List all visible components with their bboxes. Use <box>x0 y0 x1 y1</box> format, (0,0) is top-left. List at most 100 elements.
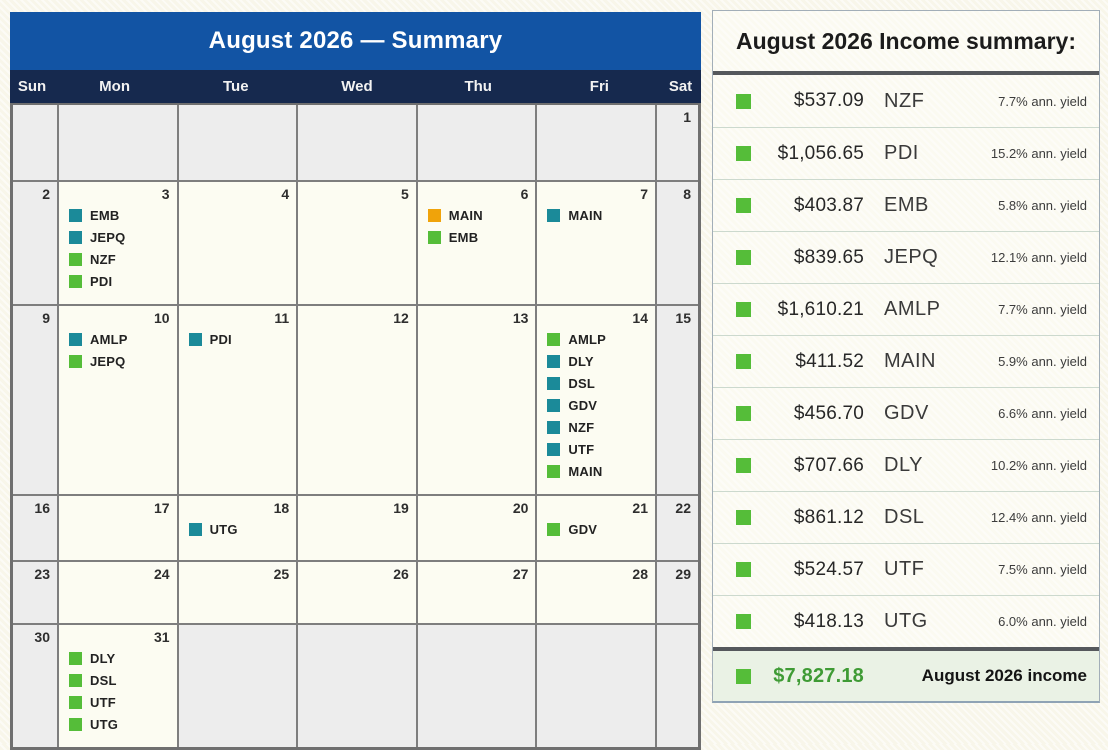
calendar-day-cell-9: 9 <box>13 306 57 494</box>
day-number: 5 <box>401 186 409 202</box>
calendar-day-cell-1: 1 <box>656 105 698 180</box>
income-amount: $411.52 <box>795 350 864 372</box>
day-number: 11 <box>274 310 290 326</box>
summary-total-divider <box>713 647 1099 651</box>
event-ticker-label: EMB <box>448 230 479 245</box>
event-color-swatch-icon <box>547 333 561 346</box>
income-color-swatch-icon <box>736 458 751 473</box>
calendar-week-row: 1 <box>13 105 698 180</box>
calendar-day-cell-empty <box>13 105 57 180</box>
income-row-nzf: $537.09 NZF 7.7% ann. yield <box>713 75 1099 127</box>
income-color-swatch-icon <box>736 302 751 317</box>
calendar-day-cell-empty <box>298 625 416 747</box>
event-color-swatch-icon <box>69 209 82 222</box>
income-row-main: $411.52 MAIN 5.9% ann. yield <box>713 335 1099 387</box>
calendar-day-cell-16: 16 <box>13 496 57 560</box>
calendar-week-row: 2 3 EMB JEPQ NZF PDI 4 5 6 MAIN EMB 7 MAIN 8 <box>13 182 698 304</box>
day-number: 2 <box>42 186 50 202</box>
event-ticker-label: UTG <box>90 717 119 732</box>
income-color-swatch-icon <box>736 562 751 577</box>
day-number: 13 <box>512 310 529 326</box>
calendar-day-cell-21: 21 GDV <box>537 496 655 560</box>
calendar-event-amlp: AMLP <box>547 332 650 347</box>
income-ticker: MAIN <box>884 350 936 372</box>
event-color-swatch-icon <box>69 355 82 368</box>
income-row-utf: $524.57 UTF 7.5% ann. yield <box>713 543 1099 595</box>
income-yield: 15.2% ann. yield <box>990 146 1087 161</box>
income-color-swatch-icon <box>736 354 751 369</box>
event-color-swatch-icon <box>427 231 441 244</box>
income-yield: 7.7% ann. yield <box>998 302 1087 317</box>
income-ticker: PDI <box>884 142 919 164</box>
event-ticker-label: JEPQ <box>90 354 126 369</box>
calendar-day-cell-22: 22 <box>656 496 698 560</box>
event-color-swatch-icon <box>547 377 561 390</box>
calendar-event-nzf: NZF <box>69 252 172 267</box>
event-ticker-label: UTG <box>209 522 238 537</box>
weekday-label-sat: Sat <box>668 78 693 95</box>
calendar-event-main: MAIN <box>547 464 650 479</box>
event-ticker-label: MAIN <box>568 464 603 479</box>
calendar-event-utg: UTG <box>69 717 172 732</box>
day-number: 22 <box>675 500 691 516</box>
income-summary-rows: $537.09 NZF 7.7% ann. yield $1,056.65 PDI 15.… <box>713 75 1099 647</box>
income-color-swatch-icon <box>736 510 751 525</box>
day-number: 24 <box>154 566 170 582</box>
income-ticker: UTF <box>884 558 925 580</box>
total-amount: $7,827.18 <box>773 664 864 687</box>
day-number: 3 <box>161 186 170 202</box>
event-ticker-label: EMB <box>90 208 120 223</box>
income-ticker: JEPQ <box>884 246 939 268</box>
income-row-amlp: $1,610.21 AMLP 7.7% ann. yield <box>713 283 1099 335</box>
event-ticker-label: JEPQ <box>90 230 126 245</box>
calendar-event-gdv: GDV <box>547 522 650 537</box>
calendar-day-cell-25: 25 <box>178 562 297 623</box>
calendar-day-cell-27: 27 <box>417 562 536 623</box>
calendar-day-cell-6: 6 MAIN EMB <box>417 182 536 304</box>
income-ticker: DSL <box>884 506 925 528</box>
calendar-day-cell-11: 11 PDI <box>178 306 297 494</box>
summary-top-divider <box>713 71 1099 75</box>
income-amount: $418.13 <box>793 610 864 632</box>
income-total-row: $7,827.18 August 2026 income <box>713 651 1099 701</box>
calendar-day-cell-31: 31 DLY DSL UTF UTG <box>59 625 177 747</box>
calendar-day-cell-12: 12 <box>298 306 416 494</box>
income-ticker: DLY <box>884 454 923 476</box>
income-yield: 7.5% ann. yield <box>998 562 1087 577</box>
calendar-event-main: MAIN <box>547 208 650 223</box>
calendar-day-cell-3: 3 EMB JEPQ NZF PDI <box>59 182 177 304</box>
income-amount: $1,610.21 <box>777 298 864 320</box>
income-amount: $403.87 <box>793 194 864 216</box>
day-number: 6 <box>520 186 529 202</box>
day-number: 21 <box>632 500 648 516</box>
event-color-swatch-icon <box>547 421 561 434</box>
event-color-swatch-icon <box>547 355 561 368</box>
calendar-day-cell-18: 18 UTG <box>178 496 297 560</box>
event-color-swatch-icon <box>69 231 82 244</box>
calendar-day-cell-13: 13 <box>417 306 536 494</box>
income-row-dsl: $861.12 DSL 12.4% ann. yield <box>713 491 1099 543</box>
event-ticker-label: DSL <box>90 673 117 688</box>
day-number: 25 <box>273 566 290 582</box>
calendar-day-cell-8: 8 <box>656 182 698 304</box>
calendar-event-emb: EMB <box>427 230 531 245</box>
day-number: 8 <box>683 186 691 202</box>
calendar-event-dly: DLY <box>547 354 650 369</box>
income-color-swatch-icon <box>736 614 751 629</box>
event-ticker-label: PDI <box>209 332 232 347</box>
event-ticker-label: UTF <box>568 442 595 457</box>
event-color-swatch-icon <box>547 443 561 456</box>
event-ticker-label: GDV <box>568 398 598 413</box>
income-ticker: GDV <box>884 402 929 424</box>
calendar-event-nzf: NZF <box>547 420 650 435</box>
day-number: 19 <box>393 500 409 516</box>
income-row-dly: $707.66 DLY 10.2% ann. yield <box>713 439 1099 491</box>
income-yield: 5.9% ann. yield <box>998 354 1087 369</box>
day-number: 31 <box>154 629 170 645</box>
day-number: 15 <box>675 310 691 326</box>
event-color-swatch-icon <box>69 275 82 288</box>
income-color-swatch-icon <box>736 198 751 213</box>
calendar-event-pdi: PDI <box>69 274 172 289</box>
calendar-event-utg: UTG <box>188 522 292 537</box>
income-yield: 12.1% ann. yield <box>990 250 1087 265</box>
